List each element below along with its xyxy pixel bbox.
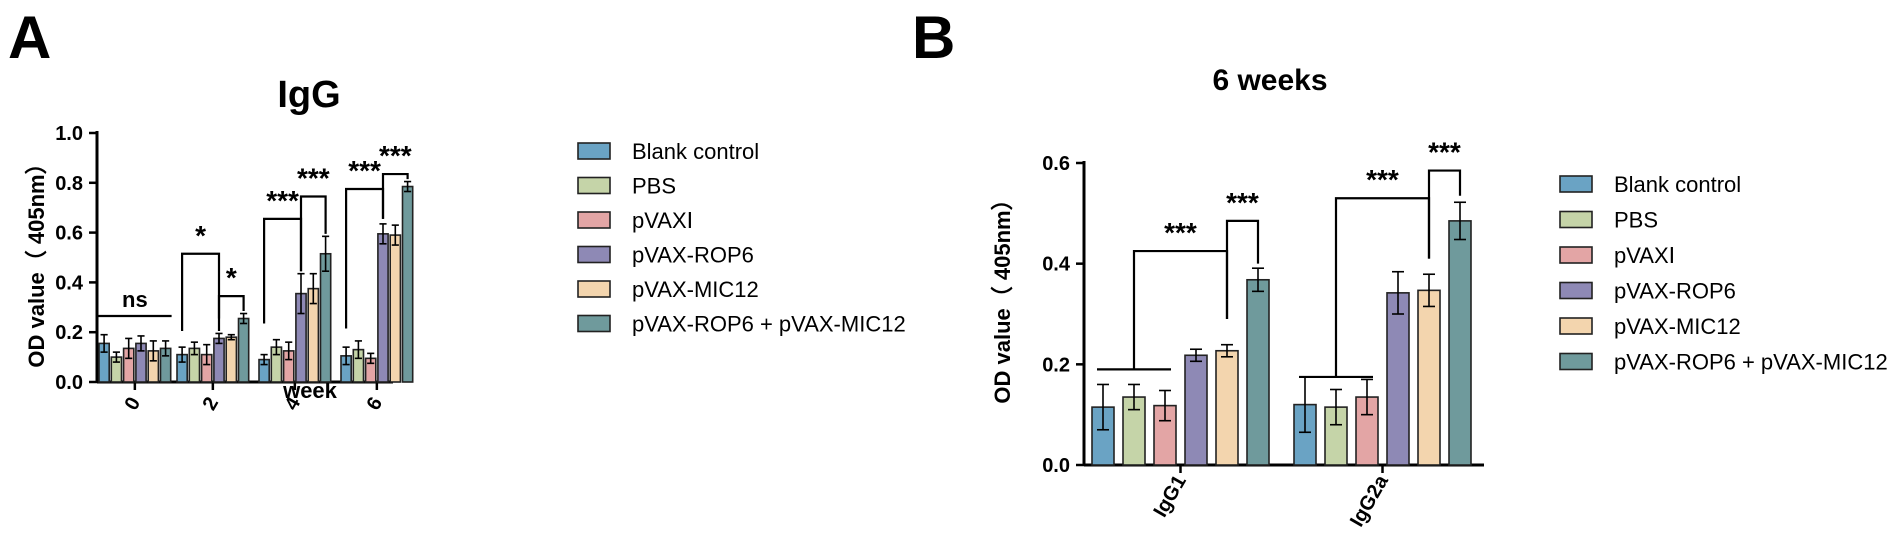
chart-b-legend-swatch bbox=[1559, 210, 1593, 229]
chart-b: 6 weeks OD value（ 405nm） 0.0 0.2 0.4 0.6 IgG… bbox=[990, 64, 1888, 531]
chart-a-legend-swatch bbox=[577, 280, 611, 298]
chart-a-significance-label: *** bbox=[379, 140, 412, 171]
chart-a-significance-label: ns bbox=[122, 287, 148, 312]
chart-b-x-tick-label: IgG1 bbox=[1150, 472, 1191, 521]
chart-a-plot-area: 0.00.20.40.60.81.00 2 4 6ns******** ****** bbox=[55, 123, 414, 415]
chart-b-legend-swatch bbox=[1559, 246, 1593, 264]
chart-b-significance-bracket bbox=[1132, 249, 1229, 370]
chart-a-significance-label: *** bbox=[348, 155, 381, 186]
chart-b-bar bbox=[1448, 220, 1472, 466]
chart-b-bar bbox=[1215, 349, 1239, 466]
chart-b-bar bbox=[1246, 278, 1270, 466]
chart-b-y-axis-label: OD value（ 405nm） bbox=[990, 188, 1015, 403]
chart-b-legend-swatch bbox=[1559, 317, 1593, 335]
chart-b-significance-label: *** bbox=[1428, 137, 1461, 168]
chart-a-legend-swatch bbox=[577, 211, 611, 229]
chart-b-significance-label: *** bbox=[1164, 217, 1197, 248]
chart-b-legend-label: Blank control bbox=[1614, 172, 1741, 197]
chart-b-y-tick-label: 0.2 bbox=[1042, 354, 1070, 376]
chart-a-legend-swatch bbox=[577, 314, 611, 333]
chart-b-bar bbox=[1386, 292, 1410, 466]
chart-b-y-tick-label: 0.4 bbox=[1042, 254, 1071, 276]
chart-a-y-tick-label: 1.0 bbox=[55, 123, 83, 145]
chart-b-significance-label: *** bbox=[1366, 164, 1399, 195]
chart-a-significance-bracket bbox=[299, 195, 327, 272]
chart-a-legend-label: pVAXⅠ bbox=[632, 208, 693, 233]
chart-b-bar bbox=[1417, 289, 1441, 466]
chart-a-bar bbox=[377, 233, 389, 383]
chart-a-significance-bracket bbox=[181, 252, 221, 331]
chart-b-title: 6 weeks bbox=[1212, 64, 1327, 97]
chart-a-significance-bracket bbox=[381, 172, 409, 219]
chart-a-legend-label: Blank control bbox=[632, 139, 759, 164]
chart-a-legend-swatch bbox=[577, 176, 611, 195]
chart-a-bar bbox=[237, 317, 250, 383]
chart-a-legend-label: PBS bbox=[632, 174, 676, 199]
chart-b-significance-label: *** bbox=[1226, 187, 1259, 218]
chart-a-y-tick-label: 0.0 bbox=[55, 372, 83, 394]
chart-b-legend: Blank control PBS pVAXⅠ pVAX-ROP6 pVAX-MIC12… bbox=[1559, 172, 1888, 375]
chart-b-y-tick-label: 0.0 bbox=[1042, 455, 1070, 477]
panel-letter-a: A bbox=[8, 4, 51, 71]
chart-a-bar bbox=[319, 252, 332, 383]
chart-a-legend: Blank control PBS pVAXⅠ pVAX-ROP6 pVAX-MIC12… bbox=[577, 139, 906, 337]
chart-b-y-tick-label: 0.6 bbox=[1042, 153, 1070, 175]
chart-b-plot-area: 0.0 0.2 0.4 0.6 IgG1 IgG2a *** *** *** *** bbox=[1042, 137, 1484, 531]
chart-a-y-tick-label: 0.6 bbox=[55, 223, 83, 245]
chart-a-bar bbox=[213, 337, 225, 383]
chart-a-x-tick-label: 2 bbox=[199, 394, 224, 415]
chart-b-legend-swatch bbox=[1559, 175, 1593, 193]
chart-b-legend-label: PBS bbox=[1614, 208, 1658, 233]
chart-a-legend-swatch bbox=[577, 142, 611, 160]
chart-b-legend-label: pVAX-ROP6 + pVAX-MIC12 bbox=[1614, 350, 1888, 375]
chart-a-legend-label: pVAX-ROP6 + pVAX-MIC12 bbox=[632, 312, 906, 337]
chart-b-x-tick-label: IgG2a bbox=[1346, 471, 1393, 531]
chart-b-significance-bracket bbox=[1334, 197, 1431, 377]
chart-a-significance-label: * bbox=[226, 262, 237, 293]
chart-a: IgG OD value（ 405nm） week 0.00.20.40.60.… bbox=[24, 74, 906, 414]
chart-a-y-tick-label: 0.4 bbox=[55, 272, 84, 294]
chart-b-legend-swatch bbox=[1559, 352, 1593, 371]
chart-a-legend-label: pVAX-MIC12 bbox=[632, 277, 759, 302]
panel-letter-b: B bbox=[912, 4, 955, 71]
chart-a-legend-label: pVAX-ROP6 bbox=[632, 243, 754, 268]
chart-b-legend-swatch bbox=[1559, 281, 1593, 300]
chart-a-y-tick-label: 0.2 bbox=[55, 322, 83, 344]
chart-b-significance-bracket bbox=[1225, 219, 1260, 320]
chart-a-y-axis-label: OD value（ 405nm） bbox=[24, 152, 49, 367]
chart-a-significance-bracket bbox=[217, 294, 245, 331]
chart-a-title: IgG bbox=[277, 74, 340, 116]
chart-a-x-tick-label: 6 bbox=[363, 394, 388, 415]
chart-a-x-tick-label: 0 bbox=[121, 394, 146, 415]
chart-a-legend-swatch bbox=[577, 245, 611, 264]
chart-b-legend-label: pVAX-MIC12 bbox=[1614, 314, 1741, 339]
chart-b-bar bbox=[1184, 354, 1208, 466]
chart-a-bar bbox=[225, 336, 238, 383]
chart-b-legend-label: pVAXⅠ bbox=[1614, 243, 1675, 268]
chart-a-significance-label: *** bbox=[266, 185, 299, 216]
chart-a-y-tick-label: 0.8 bbox=[55, 173, 83, 195]
chart-b-legend-label: pVAX-ROP6 bbox=[1614, 279, 1736, 304]
chart-a-bar bbox=[401, 185, 414, 383]
chart-b-significance-bracket bbox=[1427, 169, 1462, 259]
chart-a-significance-label: * bbox=[195, 220, 206, 251]
chart-a-bar bbox=[389, 234, 402, 383]
chart-a-significance-label: *** bbox=[297, 162, 330, 193]
